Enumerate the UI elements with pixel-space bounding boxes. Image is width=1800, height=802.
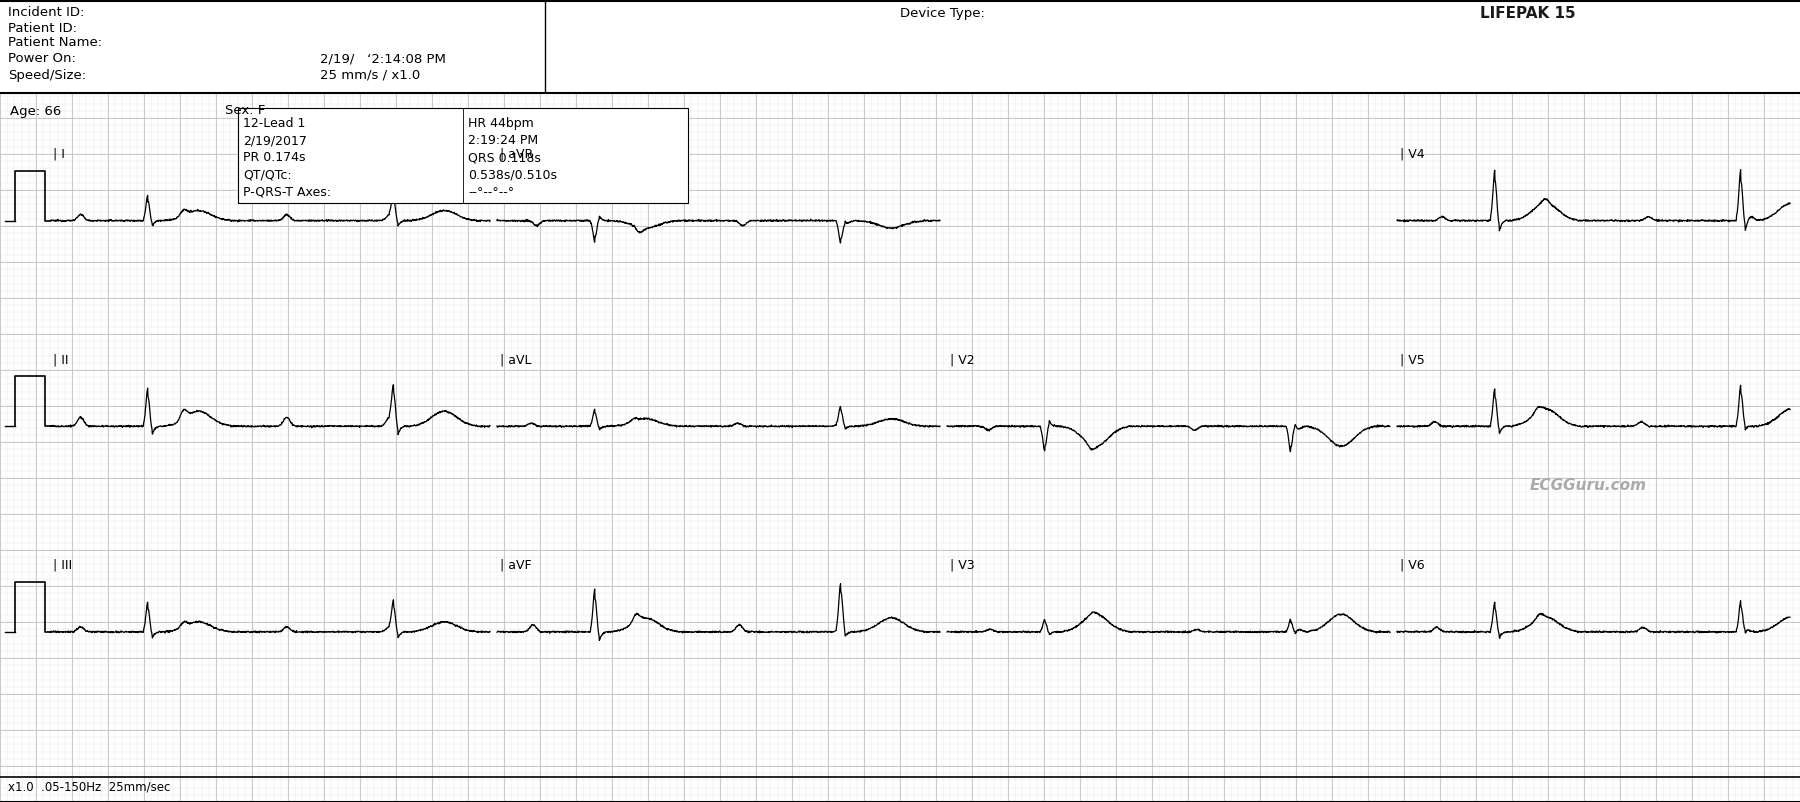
Text: Age: 66: Age: 66 — [11, 104, 61, 118]
Text: Sex: F: Sex: F — [225, 104, 265, 118]
Text: ECGGuru.com: ECGGuru.com — [1530, 478, 1647, 493]
Text: 25 mm/s / x1.0: 25 mm/s / x1.0 — [320, 68, 419, 82]
Text: | V6: | V6 — [1400, 559, 1424, 572]
Text: Patient ID:: Patient ID: — [7, 22, 77, 34]
Text: | V5: | V5 — [1400, 353, 1426, 367]
Text: 2/19/   ‘2:14:08 PM: 2/19/ ‘2:14:08 PM — [320, 52, 446, 66]
Text: | I: | I — [52, 148, 65, 160]
Text: P-QRS-T Axes:: P-QRS-T Axes: — [243, 186, 331, 199]
Text: Patient Name:: Patient Name: — [7, 37, 103, 50]
Text: | aVR: | aVR — [500, 148, 533, 160]
Text: | aVL: | aVL — [500, 353, 531, 367]
Text: 0.538s/0.510s: 0.538s/0.510s — [468, 168, 556, 181]
Text: Incident ID:: Incident ID: — [7, 6, 85, 19]
Text: | aVF: | aVF — [500, 559, 531, 572]
Text: Device Type:: Device Type: — [900, 6, 985, 19]
Text: 12-Lead 1: 12-Lead 1 — [243, 117, 306, 130]
Text: Power On:: Power On: — [7, 52, 76, 66]
Bar — [238, 108, 688, 203]
Text: HR 44bpm: HR 44bpm — [468, 117, 535, 130]
Text: | V2: | V2 — [950, 353, 974, 367]
Text: | II: | II — [52, 353, 68, 367]
Text: | V4: | V4 — [1400, 148, 1424, 160]
Text: | III: | III — [52, 559, 72, 572]
Text: PR 0.174s: PR 0.174s — [243, 152, 306, 164]
Text: | V3: | V3 — [950, 559, 974, 572]
Text: LIFEPAK 15: LIFEPAK 15 — [1480, 6, 1575, 21]
Text: Speed/Size:: Speed/Size: — [7, 68, 86, 82]
Text: QT/QTc:: QT/QTc: — [243, 168, 292, 181]
Text: 2/19/2017: 2/19/2017 — [243, 134, 306, 147]
Text: 2:19:24 PM: 2:19:24 PM — [468, 134, 538, 147]
Text: x1.0  .05-150Hz  25mm/sec: x1.0 .05-150Hz 25mm/sec — [7, 781, 171, 794]
Text: QRS 0.118s: QRS 0.118s — [468, 152, 540, 164]
Text: --°--°--°: --°--°--° — [468, 186, 515, 199]
